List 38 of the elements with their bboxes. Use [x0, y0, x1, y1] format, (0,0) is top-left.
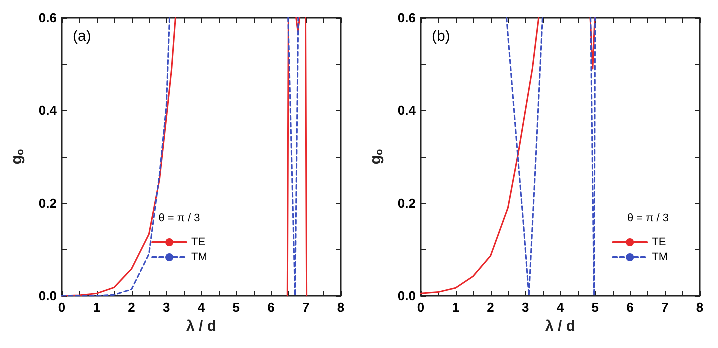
x-tick-label: 5: [232, 300, 240, 315]
y-tick-label: 0.6: [398, 10, 416, 26]
x-tick-label: 0: [58, 300, 66, 315]
y-tick-label: 0.2: [398, 196, 416, 211]
x-tick-label: 0: [417, 300, 425, 315]
y-tick-label: 0.0: [38, 288, 57, 304]
legend-label: TE: [192, 236, 206, 248]
x-tick-label: 3: [522, 300, 530, 315]
legend-label: TM: [652, 252, 668, 264]
x-tick-label: 5: [592, 300, 599, 315]
x-tick-label: 1: [452, 300, 460, 315]
legend-title: θ = π / 3: [627, 212, 669, 224]
x-tick-label: 4: [556, 300, 565, 315]
x-tick-label: 8: [696, 300, 704, 315]
legend-label: TM: [192, 252, 208, 264]
y-axis-title: go: [368, 149, 386, 165]
x-tick-label: 2: [487, 300, 494, 315]
text: (b): [432, 28, 450, 45]
x-tick-label: 6: [268, 300, 275, 315]
x-axis-title: λ / d: [545, 318, 576, 335]
legend-title: θ = π / 3: [158, 212, 200, 224]
x-tick-label: 3: [163, 300, 170, 315]
y-tick-label: 0.0: [398, 288, 416, 304]
y-tick-label: 0.6: [38, 10, 57, 26]
x-tick-label: 7: [302, 300, 310, 315]
x-axis-title: λ / d: [186, 318, 217, 335]
text: (a): [73, 28, 92, 45]
x-tick-label: 4: [198, 300, 206, 315]
y-tick-label: 0.4: [398, 103, 417, 118]
x-tick-label: 1: [93, 300, 100, 315]
y-tick-label: 0.2: [38, 196, 57, 211]
x-tick-label: 8: [337, 300, 345, 315]
x-tick-label: 7: [662, 300, 669, 315]
legend-label: TE: [652, 236, 666, 248]
x-tick-label: 6: [626, 300, 634, 315]
y-axis-title: go: [8, 149, 26, 165]
y-tick-label: 0.4: [38, 103, 58, 118]
x-tick-label: 2: [128, 300, 136, 315]
